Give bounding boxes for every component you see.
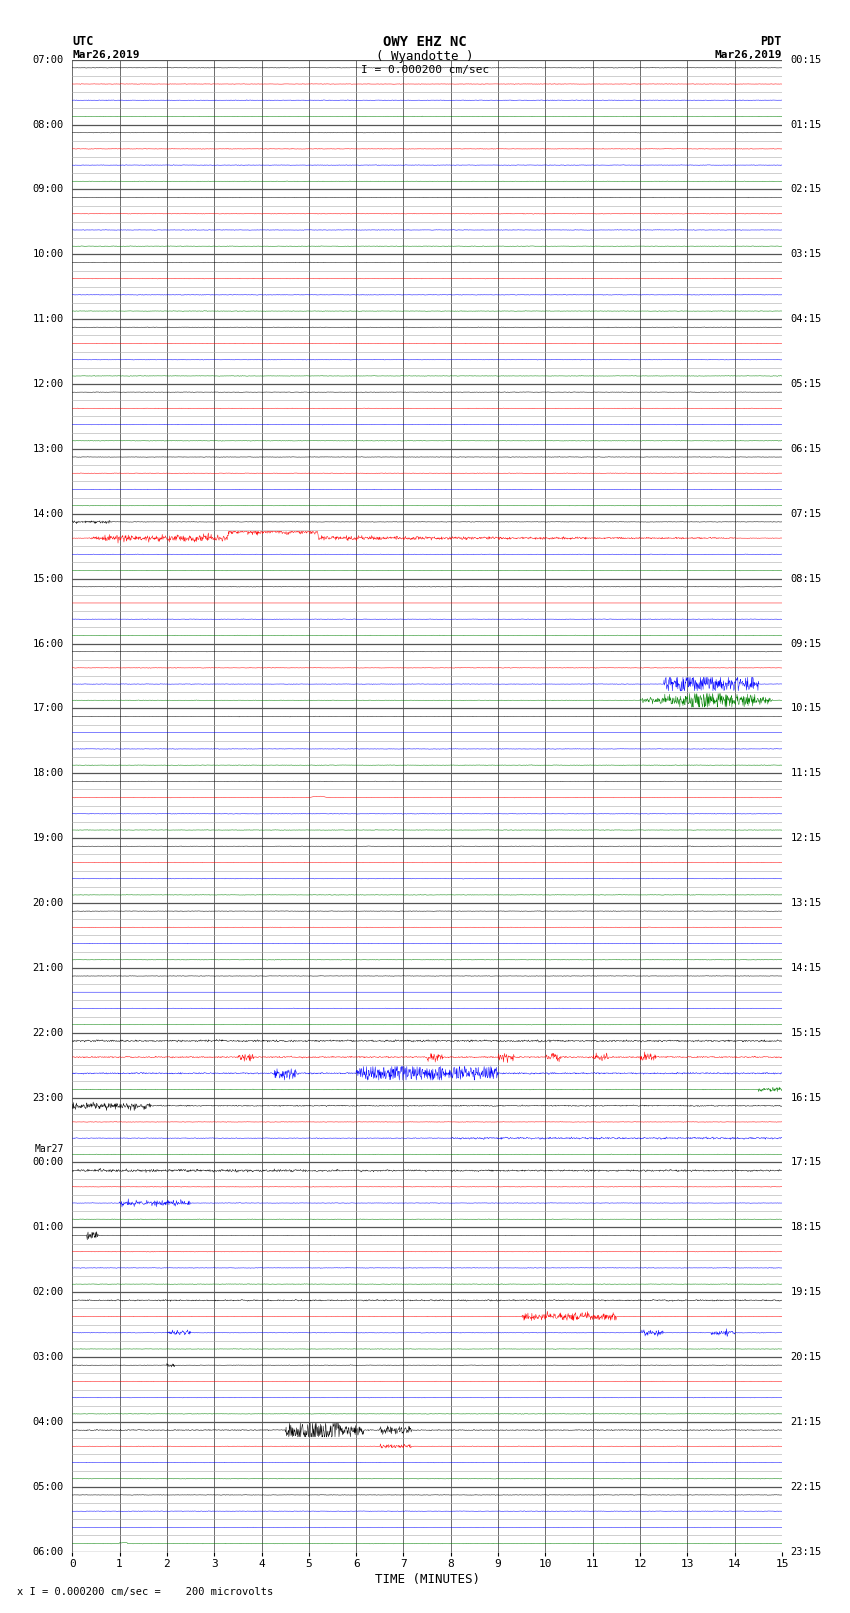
- Text: I = 0.000200 cm/sec: I = 0.000200 cm/sec: [361, 65, 489, 74]
- Text: 22:15: 22:15: [790, 1482, 822, 1492]
- Text: 11:00: 11:00: [32, 315, 64, 324]
- Text: 00:00: 00:00: [32, 1158, 64, 1168]
- Text: 00:15: 00:15: [790, 55, 822, 65]
- Text: 09:00: 09:00: [32, 184, 64, 195]
- Text: 19:15: 19:15: [790, 1287, 822, 1297]
- Text: 04:00: 04:00: [32, 1416, 64, 1428]
- Text: 19:00: 19:00: [32, 834, 64, 844]
- Text: 13:00: 13:00: [32, 444, 64, 453]
- Text: 21:15: 21:15: [790, 1416, 822, 1428]
- Text: 13:15: 13:15: [790, 898, 822, 908]
- Text: ( Wyandotte ): ( Wyandotte ): [377, 50, 473, 63]
- Text: 10:00: 10:00: [32, 250, 64, 260]
- Text: 11:15: 11:15: [790, 768, 822, 777]
- Text: 22:00: 22:00: [32, 1027, 64, 1037]
- Text: 07:00: 07:00: [32, 55, 64, 65]
- Text: 05:00: 05:00: [32, 1482, 64, 1492]
- Text: 03:00: 03:00: [32, 1352, 64, 1361]
- Text: 14:15: 14:15: [790, 963, 822, 973]
- Text: 23:00: 23:00: [32, 1092, 64, 1103]
- Text: 04:15: 04:15: [790, 315, 822, 324]
- Text: Mar27: Mar27: [34, 1144, 64, 1155]
- Text: 06:15: 06:15: [790, 444, 822, 453]
- Text: 12:15: 12:15: [790, 834, 822, 844]
- Text: 21:00: 21:00: [32, 963, 64, 973]
- Text: 02:15: 02:15: [790, 184, 822, 195]
- Text: 17:00: 17:00: [32, 703, 64, 713]
- Text: 15:00: 15:00: [32, 574, 64, 584]
- Text: 05:15: 05:15: [790, 379, 822, 389]
- Text: 07:15: 07:15: [790, 508, 822, 519]
- Text: 06:00: 06:00: [32, 1547, 64, 1557]
- Text: x I = 0.000200 cm/sec =    200 microvolts: x I = 0.000200 cm/sec = 200 microvolts: [17, 1587, 273, 1597]
- Text: 08:15: 08:15: [790, 574, 822, 584]
- Text: 16:00: 16:00: [32, 639, 64, 648]
- Text: Mar26,2019: Mar26,2019: [72, 50, 139, 60]
- X-axis label: TIME (MINUTES): TIME (MINUTES): [375, 1573, 479, 1586]
- Text: 08:00: 08:00: [32, 119, 64, 129]
- Text: PDT: PDT: [761, 35, 782, 48]
- Text: 01:00: 01:00: [32, 1223, 64, 1232]
- Text: 03:15: 03:15: [790, 250, 822, 260]
- Text: 18:00: 18:00: [32, 768, 64, 777]
- Text: 20:15: 20:15: [790, 1352, 822, 1361]
- Text: 17:15: 17:15: [790, 1158, 822, 1168]
- Text: 18:15: 18:15: [790, 1223, 822, 1232]
- Text: 16:15: 16:15: [790, 1092, 822, 1103]
- Text: OWY EHZ NC: OWY EHZ NC: [383, 35, 467, 48]
- Text: UTC: UTC: [72, 35, 94, 48]
- Text: Mar26,2019: Mar26,2019: [715, 50, 782, 60]
- Text: 09:15: 09:15: [790, 639, 822, 648]
- Text: 12:00: 12:00: [32, 379, 64, 389]
- Text: 01:15: 01:15: [790, 119, 822, 129]
- Text: 10:15: 10:15: [790, 703, 822, 713]
- Text: 20:00: 20:00: [32, 898, 64, 908]
- Text: 15:15: 15:15: [790, 1027, 822, 1037]
- Text: 02:00: 02:00: [32, 1287, 64, 1297]
- Text: 14:00: 14:00: [32, 508, 64, 519]
- Text: 23:15: 23:15: [790, 1547, 822, 1557]
